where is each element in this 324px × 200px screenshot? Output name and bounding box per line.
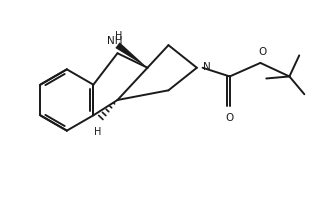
Text: H: H	[115, 31, 123, 41]
Polygon shape	[115, 42, 147, 68]
Text: O: O	[226, 113, 234, 123]
Text: H: H	[94, 127, 101, 137]
Text: N: N	[202, 62, 210, 72]
Text: O: O	[259, 47, 267, 57]
Text: NH: NH	[107, 36, 122, 46]
